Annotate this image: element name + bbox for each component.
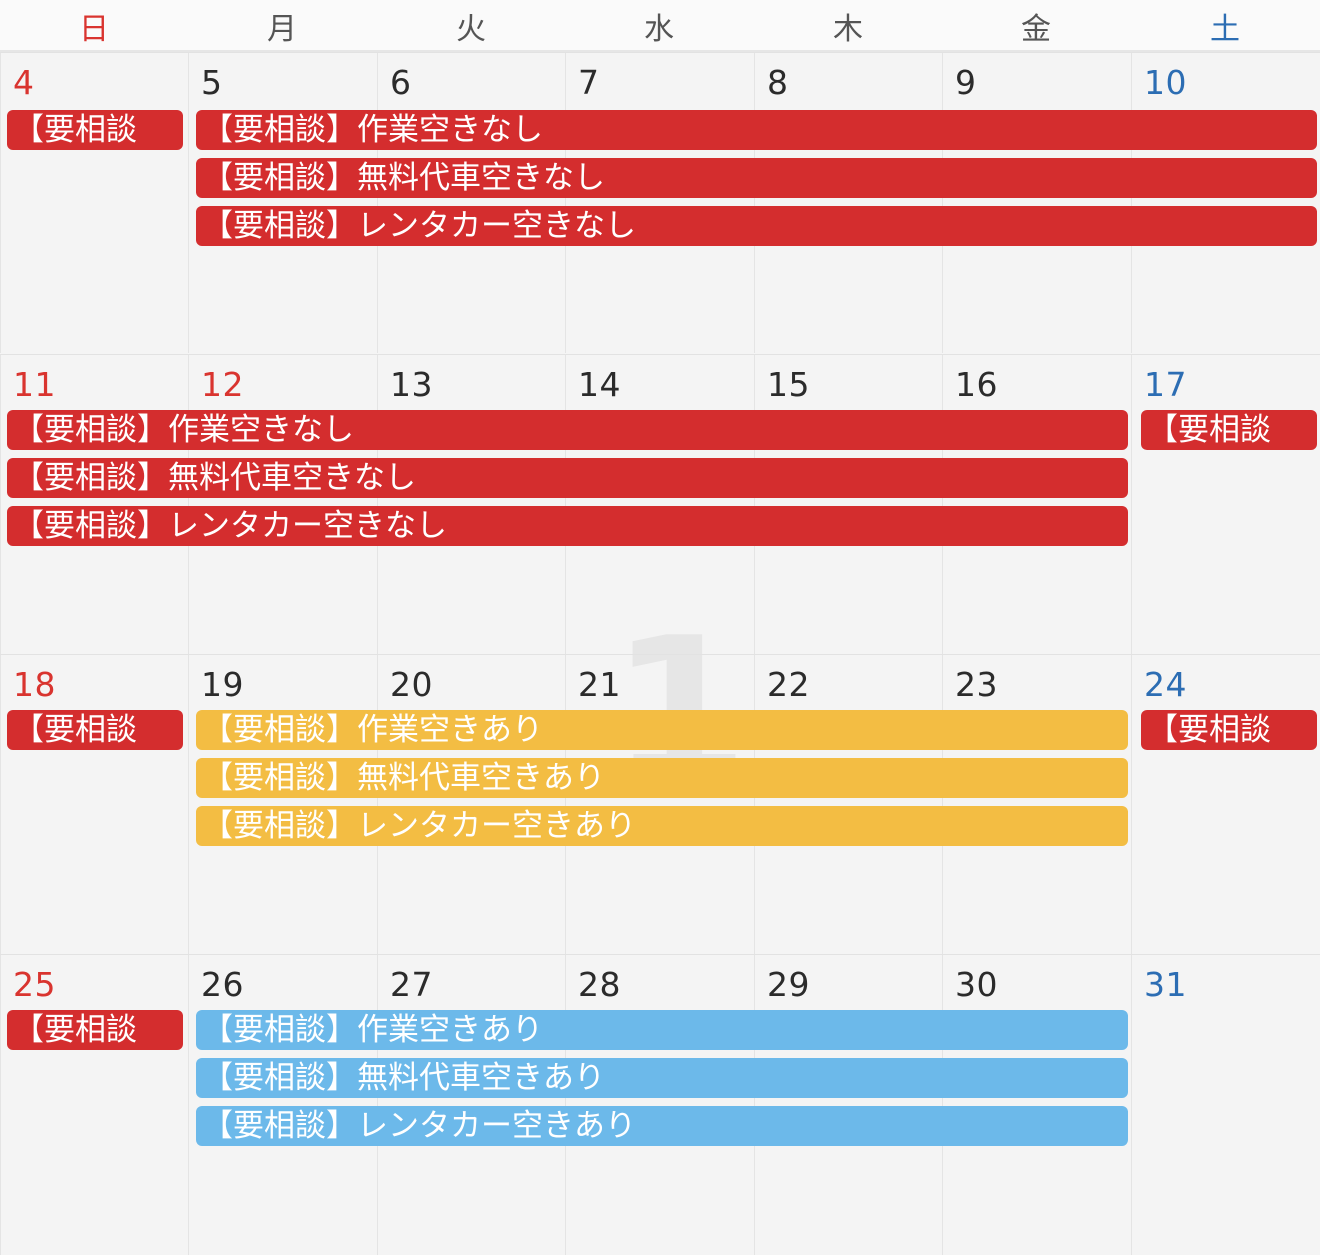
day-cell[interactable]: 31 — [1131, 955, 1320, 1255]
event-bar[interactable]: 【要相談 — [7, 1010, 183, 1050]
day-number: 21 — [578, 665, 621, 704]
day-cell[interactable]: 19 — [188, 655, 378, 955]
weekday-mon: 月 — [267, 12, 297, 47]
day-number: 29 — [767, 965, 810, 1004]
event-bar[interactable]: 【要相談】無料代車空きあり — [196, 1058, 1128, 1098]
day-cell[interactable]: 24 — [1131, 655, 1320, 955]
event-bar[interactable]: 【要相談】レンタカー空きあり — [196, 806, 1128, 846]
week-row: 4 5 6 7 8 9 10 【要相談 【要相談】作業空きなし 【要相談】無料代… — [0, 52, 1320, 353]
day-cell[interactable]: 23 — [942, 655, 1132, 955]
day-number: 30 — [955, 965, 998, 1004]
event-bar[interactable]: 【要相談 — [7, 110, 183, 150]
day-number: 17 — [1144, 365, 1187, 404]
day-number: 25 — [13, 965, 56, 1004]
event-bar[interactable]: 【要相談】無料代車空きなし — [7, 458, 1128, 498]
day-cell[interactable]: 21 — [565, 655, 755, 955]
day-number: 8 — [767, 63, 789, 102]
week-row: 18 19 20 21 22 23 24 【要相談 【要相談】作業空きあり 【要… — [0, 654, 1320, 955]
day-number: 23 — [955, 665, 998, 704]
day-cell[interactable]: 13 — [377, 355, 566, 655]
day-number: 6 — [390, 63, 412, 102]
day-number: 20 — [390, 665, 433, 704]
day-number: 13 — [390, 365, 433, 404]
day-number: 31 — [1144, 965, 1187, 1004]
day-cell[interactable]: 15 — [754, 355, 943, 655]
day-number: 18 — [13, 665, 56, 704]
day-cell[interactable]: 30 — [942, 955, 1132, 1255]
event-bar[interactable]: 【要相談】無料代車空きあり — [196, 758, 1128, 798]
day-number: 14 — [578, 365, 621, 404]
day-number: 24 — [1144, 665, 1187, 704]
weekday-fri: 金 — [1021, 12, 1051, 47]
weekday-sun: 日 — [79, 12, 109, 47]
day-number: 4 — [13, 63, 35, 102]
day-cell[interactable]: 16 — [942, 355, 1132, 655]
day-cell[interactable]: 12 — [188, 355, 378, 655]
day-number: 16 — [955, 365, 998, 404]
day-cell[interactable]: 7 — [565, 53, 755, 353]
day-cell[interactable]: 27 — [377, 955, 566, 1255]
day-cell[interactable]: 29 — [754, 955, 943, 1255]
day-cell[interactable]: 18 — [0, 655, 189, 955]
day-number: 12 — [201, 365, 244, 404]
day-cell[interactable]: 26 — [188, 955, 378, 1255]
day-cell[interactable]: 10 — [1131, 53, 1320, 353]
week-row: 11 12 13 14 15 16 17 【要相談】作業空きなし 【要相談 【要… — [0, 354, 1320, 655]
day-cell[interactable]: 4 — [0, 53, 189, 353]
weekday-tue: 火 — [456, 12, 486, 47]
event-bar[interactable]: 【要相談】レンタカー空きなし — [196, 206, 1317, 246]
day-number: 5 — [201, 63, 223, 102]
event-bar[interactable]: 【要相談 — [1141, 710, 1317, 750]
day-cell[interactable]: 14 — [565, 355, 755, 655]
day-number: 22 — [767, 665, 810, 704]
weekday-thu: 木 — [833, 12, 863, 47]
weekday-header: 日 月 火 水 木 金 土 — [0, 0, 1320, 52]
event-bar[interactable]: 【要相談】レンタカー空きなし — [7, 506, 1128, 546]
day-number: 27 — [390, 965, 433, 1004]
day-number: 28 — [578, 965, 621, 1004]
event-bar[interactable]: 【要相談】作業空きあり — [196, 710, 1128, 750]
week-row: 25 26 27 28 29 30 31 【要相談 【要相談】作業空きあり 【要… — [0, 954, 1320, 1255]
day-number: 9 — [955, 63, 977, 102]
month-grid: 1 4 5 6 7 8 9 10 【要相談 【要相談】作業空きなし 【要相談】無… — [0, 52, 1320, 1255]
day-number: 15 — [767, 365, 810, 404]
day-cell[interactable]: 6 — [377, 53, 566, 353]
weekday-wed: 水 — [644, 12, 674, 47]
day-cell[interactable]: 11 — [0, 355, 189, 655]
event-bar[interactable]: 【要相談】無料代車空きなし — [196, 158, 1317, 198]
day-cell[interactable]: 28 — [565, 955, 755, 1255]
day-cell[interactable]: 20 — [377, 655, 566, 955]
day-cell[interactable]: 9 — [942, 53, 1132, 353]
event-bar[interactable]: 【要相談】作業空きなし — [196, 110, 1317, 150]
event-bar[interactable]: 【要相談】作業空きあり — [196, 1010, 1128, 1050]
day-number: 26 — [201, 965, 244, 1004]
day-cell[interactable]: 22 — [754, 655, 943, 955]
day-cell[interactable]: 8 — [754, 53, 943, 353]
day-cell[interactable]: 5 — [188, 53, 378, 353]
day-number: 11 — [13, 365, 56, 404]
event-bar[interactable]: 【要相談】作業空きなし — [7, 410, 1128, 450]
weekday-sat: 土 — [1210, 12, 1240, 47]
day-number: 10 — [1144, 63, 1187, 102]
day-number: 19 — [201, 665, 244, 704]
event-bar[interactable]: 【要相談 — [7, 710, 183, 750]
event-bar[interactable]: 【要相談 — [1141, 410, 1317, 450]
day-cell[interactable]: 17 — [1131, 355, 1320, 655]
day-number: 7 — [578, 63, 600, 102]
event-bar[interactable]: 【要相談】レンタカー空きあり — [196, 1106, 1128, 1146]
day-cell[interactable]: 25 — [0, 955, 189, 1255]
